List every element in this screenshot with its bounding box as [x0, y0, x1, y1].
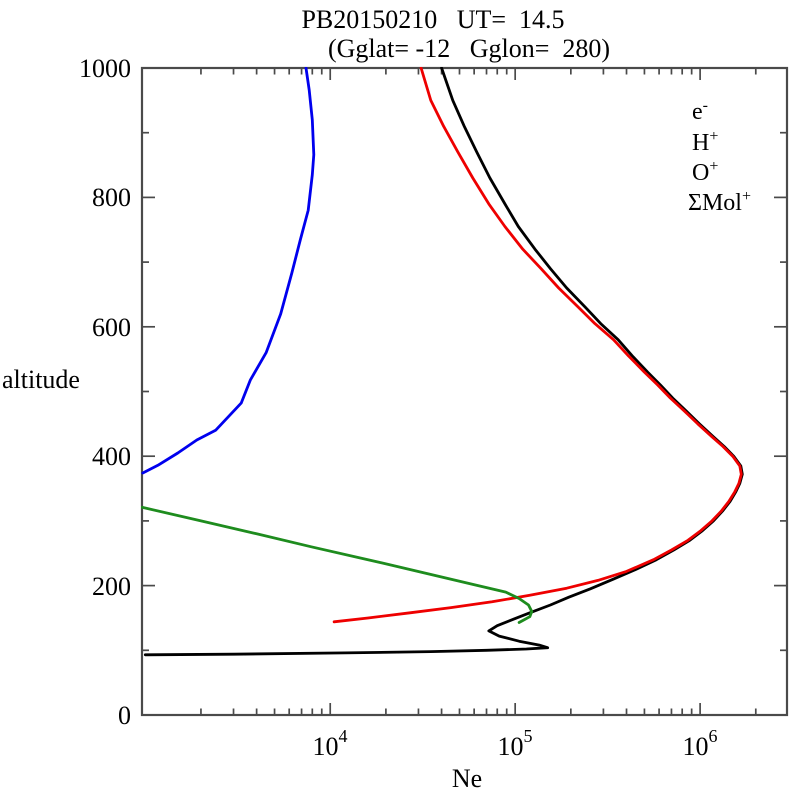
- legend-item-2: O+: [692, 158, 718, 186]
- legend-item-0: e-: [692, 97, 708, 125]
- y-tick-label-0: 0: [118, 701, 131, 730]
- y-tick-label-200: 200: [92, 572, 131, 601]
- curve-hydrogen-ions: [141, 67, 316, 475]
- axis-ticks: [142, 68, 787, 715]
- legend-item-3: ΣMol+: [688, 188, 751, 216]
- y-tick-label-800: 800: [92, 183, 131, 212]
- curve-oxygen-ions: [332, 67, 743, 624]
- curve-electrons: [143, 67, 744, 657]
- x-tick-label-1e6: 106: [683, 726, 718, 761]
- legend-item-1: H+: [692, 128, 718, 156]
- y-tick-label-400: 400: [92, 442, 131, 471]
- x-tick-label-1e4: 104: [313, 726, 348, 761]
- chart-title: PB20150210 UT= 14.5: [301, 5, 564, 34]
- x-axis-title: Ne: [452, 764, 482, 793]
- curve-molecular-ions: [141, 505, 534, 624]
- y-axis-title: altitude: [2, 365, 80, 394]
- y-tick-label-1000: 1000: [79, 54, 131, 83]
- chart-subtitle: (Gglat= -12 Gglon= 280): [328, 34, 610, 63]
- data-curves: [141, 67, 744, 657]
- y-tick-label-600: 600: [92, 313, 131, 342]
- x-tick-label-1e5: 105: [498, 726, 533, 761]
